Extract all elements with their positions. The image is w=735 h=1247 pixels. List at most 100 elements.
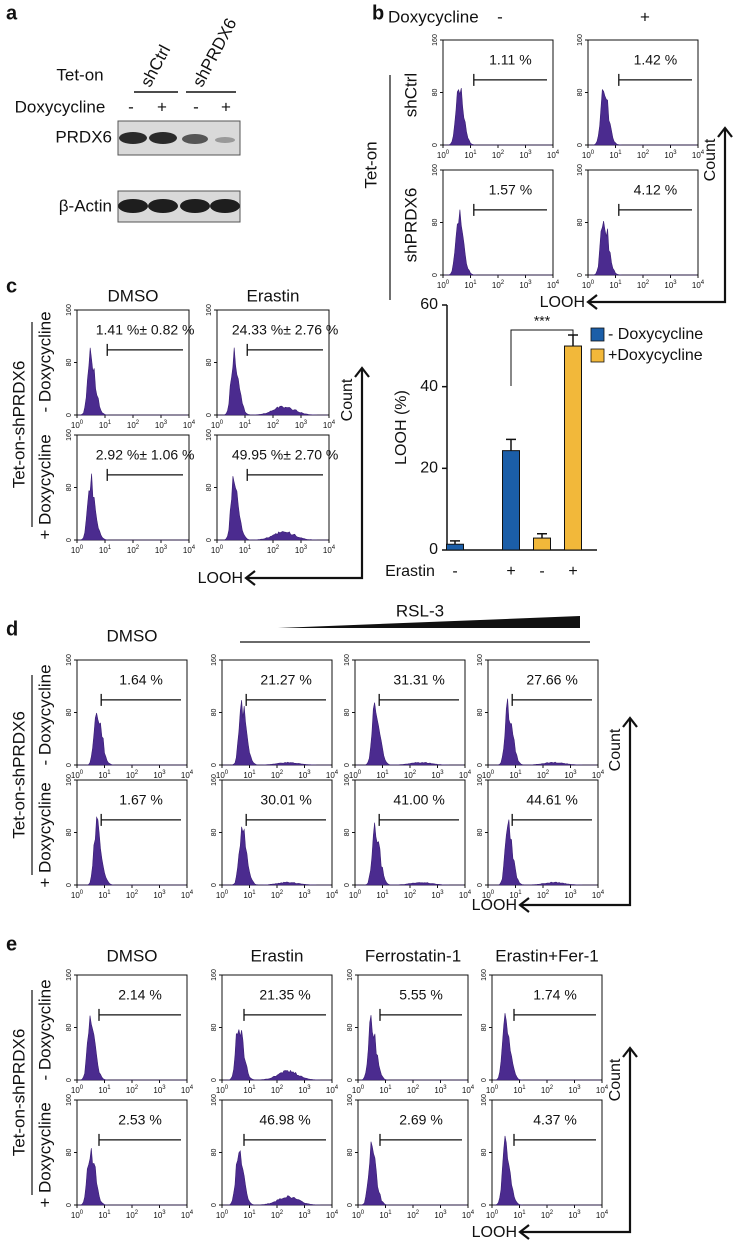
x-tick-base: 10 [407, 1211, 416, 1220]
x-tick-base: 10 [509, 771, 518, 780]
x-tick-exp: 2 [546, 890, 550, 896]
group-label: Tet-on-shPRDX6 [9, 711, 28, 839]
x-tick-exp: 0 [495, 1085, 499, 1091]
x-tick-label: 100 [211, 420, 224, 431]
x-tick-exp: 4 [601, 770, 605, 776]
x-tick-label: 101 [98, 1210, 111, 1221]
row-label: + Doxycycline [35, 782, 54, 887]
x-tick-exp: 2 [646, 150, 650, 156]
x-tick-base: 10 [692, 151, 701, 160]
x-tick-exp: 2 [416, 1210, 420, 1216]
x-tick-label: 103 [153, 890, 166, 901]
y-tick-label: 160 [344, 654, 351, 666]
x-tick-label: 103 [153, 1210, 166, 1221]
x-tick-exp: 3 [440, 890, 444, 896]
x-tick-exp: 4 [601, 890, 605, 896]
x-tick-exp: 3 [307, 1210, 311, 1216]
histogram [493, 1013, 601, 1081]
y-tick-label: 80 [206, 484, 213, 492]
x-tick-label: 104 [326, 1085, 339, 1096]
histogram [223, 700, 331, 766]
y-tick-label: 40 [420, 378, 438, 395]
group-label: Tet-on-shPRDX6 [9, 361, 28, 489]
x-tick-label: 103 [295, 545, 308, 556]
x-tick-exp: 3 [443, 1210, 447, 1216]
x-tick-exp: 4 [335, 770, 339, 776]
x-tick-label: 102 [541, 1210, 554, 1221]
x-tick-base: 10 [126, 1086, 135, 1095]
x-tick-base: 10 [126, 891, 135, 900]
x-tick-exp: 3 [528, 280, 532, 286]
sign: - [128, 97, 134, 116]
x-tick-label: 104 [692, 150, 705, 161]
x-tick-exp: 4 [468, 770, 472, 776]
group-label: Tet-on [361, 141, 380, 188]
axis-label: LOOH [540, 294, 585, 311]
x-tick-label: 100 [216, 890, 229, 901]
x-tick-exp: 3 [162, 1210, 166, 1216]
x-tick-base: 10 [239, 546, 248, 555]
x-tick-label: 104 [459, 770, 472, 781]
x-tick-exp: 2 [280, 1085, 284, 1091]
x-tick-base: 10 [326, 1211, 335, 1220]
x-tick-label: 101 [98, 770, 111, 781]
axis-label: Count [607, 728, 624, 771]
y-tick-label: 0 [344, 883, 351, 887]
x-tick-base: 10 [98, 891, 107, 900]
x-tick-exp: 4 [190, 890, 194, 896]
x-tick-label: 104 [459, 890, 472, 901]
y-tick-label: 160 [432, 164, 439, 176]
gate-label: 4.12 % [634, 182, 678, 198]
x-tick-exp: 4 [335, 1210, 339, 1216]
x-tick-label: 100 [486, 1210, 499, 1221]
row-label: shPRDX6 [401, 188, 420, 263]
x-tick-exp: 1 [107, 1210, 111, 1216]
x-tick-exp: 0 [446, 280, 450, 286]
x-tick-base: 10 [582, 151, 591, 160]
x-tick-exp: 0 [358, 890, 362, 896]
y-tick-label: 60 [420, 296, 438, 313]
blot-band [210, 199, 240, 213]
y-tick-label: 160 [211, 1094, 218, 1106]
y-tick-label: 0 [477, 763, 484, 767]
x-tick-label: 101 [376, 890, 389, 901]
x-tick-base: 10 [376, 891, 385, 900]
x-tick-exp: 2 [136, 545, 140, 551]
x-tick-exp: 0 [591, 280, 595, 286]
x-tick-exp: 1 [108, 545, 112, 551]
x-tick-base: 10 [183, 421, 192, 430]
x-tick-base: 10 [596, 1211, 605, 1220]
x-tick-exp: 1 [248, 420, 252, 426]
y-tick-label: 0 [66, 763, 73, 767]
x-tick-base: 10 [637, 281, 646, 290]
axis-arrow [246, 368, 364, 580]
y-tick-label: 80 [344, 829, 351, 837]
x-tick-exp: 0 [446, 150, 450, 156]
significance-bracket [510, 329, 574, 386]
x-tick-base: 10 [326, 891, 335, 900]
x-tick-base: 10 [181, 891, 190, 900]
axis-label: LOOH [472, 897, 517, 914]
x-tick-exp: 2 [646, 280, 650, 286]
label: Doxycycline [15, 97, 106, 116]
x-tick-label: 102 [637, 280, 650, 291]
x-tick-base: 10 [459, 891, 468, 900]
y-tick-label: 80 [432, 219, 439, 227]
histogram [78, 347, 188, 416]
row-label: - Doxycycline [35, 311, 54, 412]
x-tick-base: 10 [404, 891, 413, 900]
y-tick-label: 0 [577, 273, 584, 277]
gate-label: 24.33 %± 2.76 % [232, 322, 339, 338]
arrow-head [354, 366, 370, 378]
x-tick-exp: 4 [605, 1210, 609, 1216]
y-tick-label: 80 [66, 709, 73, 717]
x-tick-base: 10 [431, 771, 440, 780]
x-tick-label: 104 [181, 770, 194, 781]
x-tick-exp: 2 [136, 420, 140, 426]
x-tick-label: 100 [582, 150, 595, 161]
column-label: Erastin [247, 286, 300, 305]
y-tick-label: 160 [211, 774, 218, 786]
column-label: Erastin [251, 946, 304, 965]
x-tick-exp: 2 [501, 280, 505, 286]
x-tick-label: 100 [482, 770, 495, 781]
